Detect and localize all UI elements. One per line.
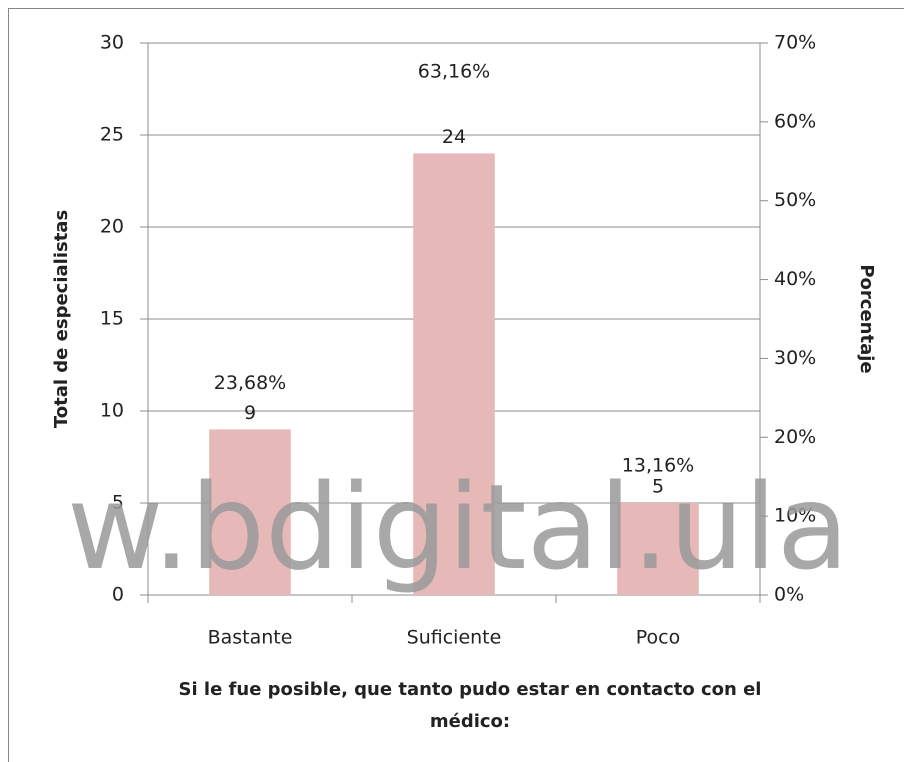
x-axis-title: Si le fue posible, que tanto pudo estar … [179, 679, 762, 700]
bar [617, 503, 699, 595]
data-label: 24 [442, 126, 466, 148]
y-tick-label: 20 [100, 216, 124, 238]
data-label: 5 [652, 476, 664, 498]
x-tick-label: Poco [636, 627, 680, 649]
y2-tick-label: 30% [774, 347, 816, 369]
data-label: 9 [244, 402, 256, 424]
y2-tick-label: 10% [774, 505, 816, 527]
data-label: 23,68% [214, 372, 286, 394]
watermark: w.bdigital.ula [67, 458, 849, 596]
y-tick-label: 30 [100, 32, 124, 54]
bar [413, 153, 495, 595]
y-tick-label: 15 [100, 308, 124, 330]
y-tick-label: 0 [112, 584, 124, 606]
x-tick-label: Bastante [208, 627, 293, 649]
y2-tick-label: 50% [774, 189, 816, 211]
y2-tick-label: 70% [774, 32, 816, 54]
y-tick-label: 25 [100, 124, 124, 146]
y2-tick-label: 40% [774, 268, 816, 290]
x-axis-title: médico: [430, 711, 510, 732]
x-tick-label: Suficiente [407, 627, 502, 649]
data-label: 63,16% [418, 60, 490, 82]
y-axis-title: Total de especialistas [51, 210, 72, 428]
bar [209, 429, 291, 595]
y2-tick-label: 60% [774, 110, 816, 132]
y-tick-label: 10 [100, 400, 124, 422]
y2-tick-label: 20% [774, 426, 816, 448]
y-tick-label: 5 [112, 492, 124, 514]
data-label: 13,16% [622, 455, 694, 477]
y2-tick-label: 0% [774, 584, 804, 606]
y2-axis-title: Porcentaje [856, 264, 877, 373]
